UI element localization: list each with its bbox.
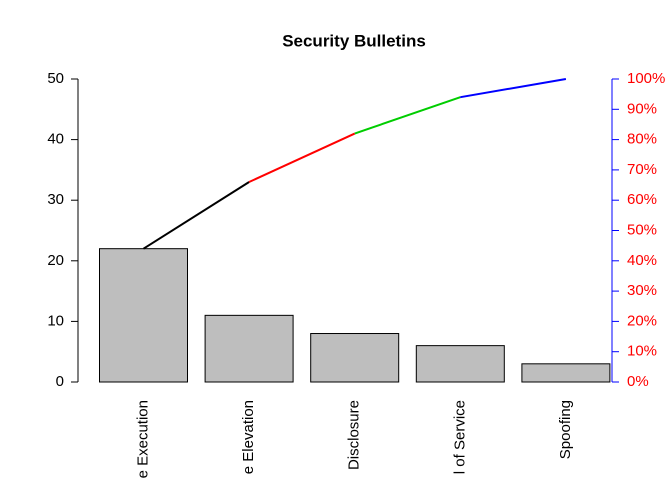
y2-tick-label: 70% bbox=[627, 161, 657, 178]
x-tick-label: e Execution bbox=[134, 400, 151, 478]
y2-tick-label: 50% bbox=[627, 221, 657, 238]
y2-tick-label: 40% bbox=[627, 252, 657, 269]
cumulative-line bbox=[354, 96, 461, 135]
y-tick-label: 20 bbox=[47, 252, 64, 269]
y2-tick-label: 0% bbox=[627, 373, 649, 390]
y2-tick-label: 90% bbox=[627, 100, 657, 117]
x-tick-label: Spoofing bbox=[557, 400, 574, 459]
y-tick-label: 40 bbox=[47, 131, 64, 148]
y-tick-label: 30 bbox=[47, 191, 64, 208]
y-tick-label: 50 bbox=[47, 70, 64, 87]
x-tick-label: Disclosure bbox=[346, 400, 363, 470]
bar bbox=[415, 345, 505, 383]
bar bbox=[99, 248, 188, 383]
bar bbox=[521, 363, 611, 383]
cumulative-line bbox=[142, 181, 250, 250]
y-tick-label: 0 bbox=[56, 373, 64, 390]
cumulative-line bbox=[248, 132, 356, 183]
chart-title: Security Bulletins bbox=[282, 31, 426, 50]
y2-tick-label: 20% bbox=[627, 312, 657, 329]
bar bbox=[204, 314, 294, 383]
x-tick-label: l of Service bbox=[451, 400, 468, 474]
y2-tick-label: 10% bbox=[627, 343, 657, 360]
y2-tick-label: 100% bbox=[627, 70, 665, 87]
cumulative-line bbox=[460, 78, 567, 99]
bar bbox=[310, 333, 400, 383]
y2-tick-label: 60% bbox=[627, 191, 657, 208]
y2-tick-label: 80% bbox=[627, 131, 657, 148]
y2-tick-label: 30% bbox=[627, 282, 657, 299]
x-tick-label: e Elevation bbox=[240, 400, 257, 474]
y-tick-label: 10 bbox=[47, 312, 64, 329]
